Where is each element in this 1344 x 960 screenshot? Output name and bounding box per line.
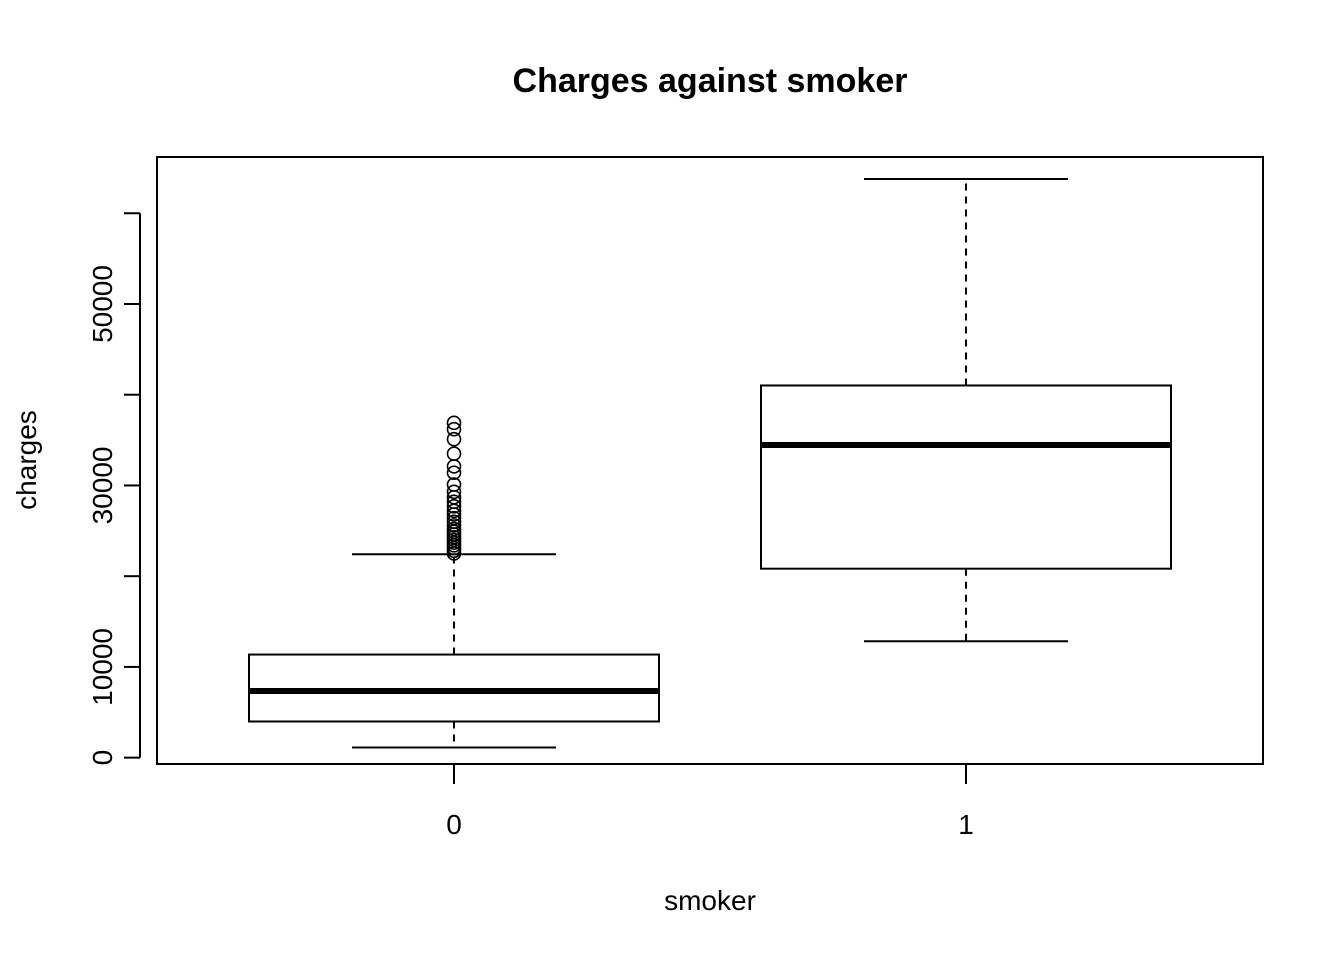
outlier-point [446,484,462,500]
outlier-point [446,499,462,514]
outlier-point [446,510,462,526]
box-group-0 [248,415,660,749]
outlier-point [446,431,462,447]
y-axis-label: charges [11,410,42,510]
outlier-point [446,465,462,481]
y-axis: 0 10000 30000 50000 [87,212,141,766]
y-tick-label: 0 [87,750,118,766]
outlier-point [446,421,462,437]
x-axis-label: smoker [664,885,756,916]
plot-frame [156,156,1264,765]
outlier-point [446,521,462,537]
boxes [248,178,1172,749]
outlier-point [446,446,462,461]
outlier-point [446,415,462,431]
box-iqr [760,384,1172,570]
box-group-1 [760,178,1172,643]
y-tick-label: 30000 [87,447,118,525]
outlier-point [446,514,462,530]
x-tick-label: 1 [958,809,974,840]
x-tick-label: 0 [446,809,462,840]
outlier-point [446,494,462,510]
outlier-point [446,477,462,492]
chart-title: Charges against smoker [513,62,908,100]
y-tick-label: 50000 [87,265,118,343]
y-tick-label: 10000 [87,628,118,706]
outlier-point [446,518,462,533]
